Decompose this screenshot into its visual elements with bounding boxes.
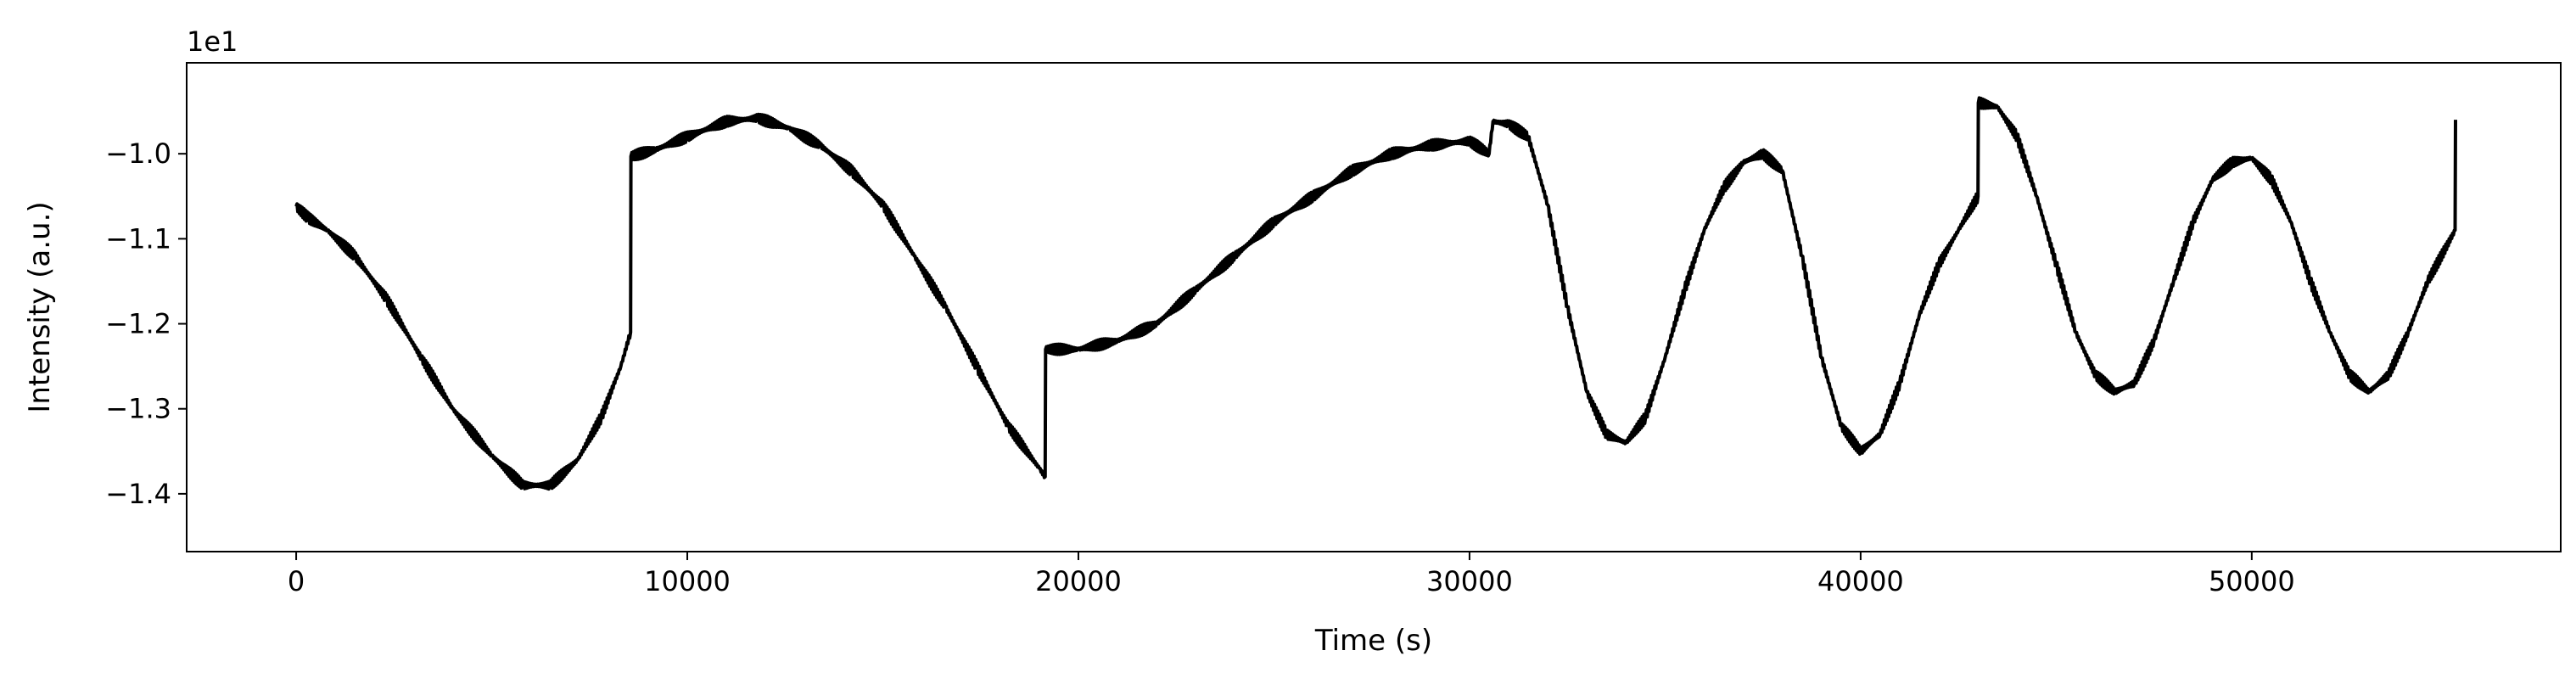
x-tick-label: 10000: [644, 565, 731, 597]
x-tick-label: 0: [288, 565, 305, 597]
x-tick-label: 30000: [1426, 565, 1513, 597]
data-layer: [294, 96, 2457, 491]
plot-area: [187, 63, 2561, 552]
x-tick-label: 50000: [2209, 565, 2295, 597]
y-axis-title: Intensity (a.u.): [23, 201, 57, 412]
y-axis-ticks: −1.4 −1.3 −1.2 −1.1 −1.0: [105, 137, 187, 510]
y-tick-label: −1.0: [105, 137, 171, 170]
x-axis-ticks: 0 10000 20000 30000 40000 50000: [288, 552, 2295, 597]
y-tick-label: −1.4: [105, 478, 171, 510]
plot-frame: [186, 62, 2562, 552]
x-axis-title: Time (s): [1314, 624, 1432, 658]
x-tick-label: 20000: [1035, 565, 1122, 597]
y-tick-label: −1.3: [105, 393, 171, 425]
y-offset-label: 1e1: [187, 25, 238, 58]
x-tick-label: 40000: [1817, 565, 1904, 597]
y-tick-label: −1.2: [105, 308, 171, 340]
y-tick-label: −1.1: [105, 222, 171, 255]
series-line-0: [294, 96, 2457, 491]
